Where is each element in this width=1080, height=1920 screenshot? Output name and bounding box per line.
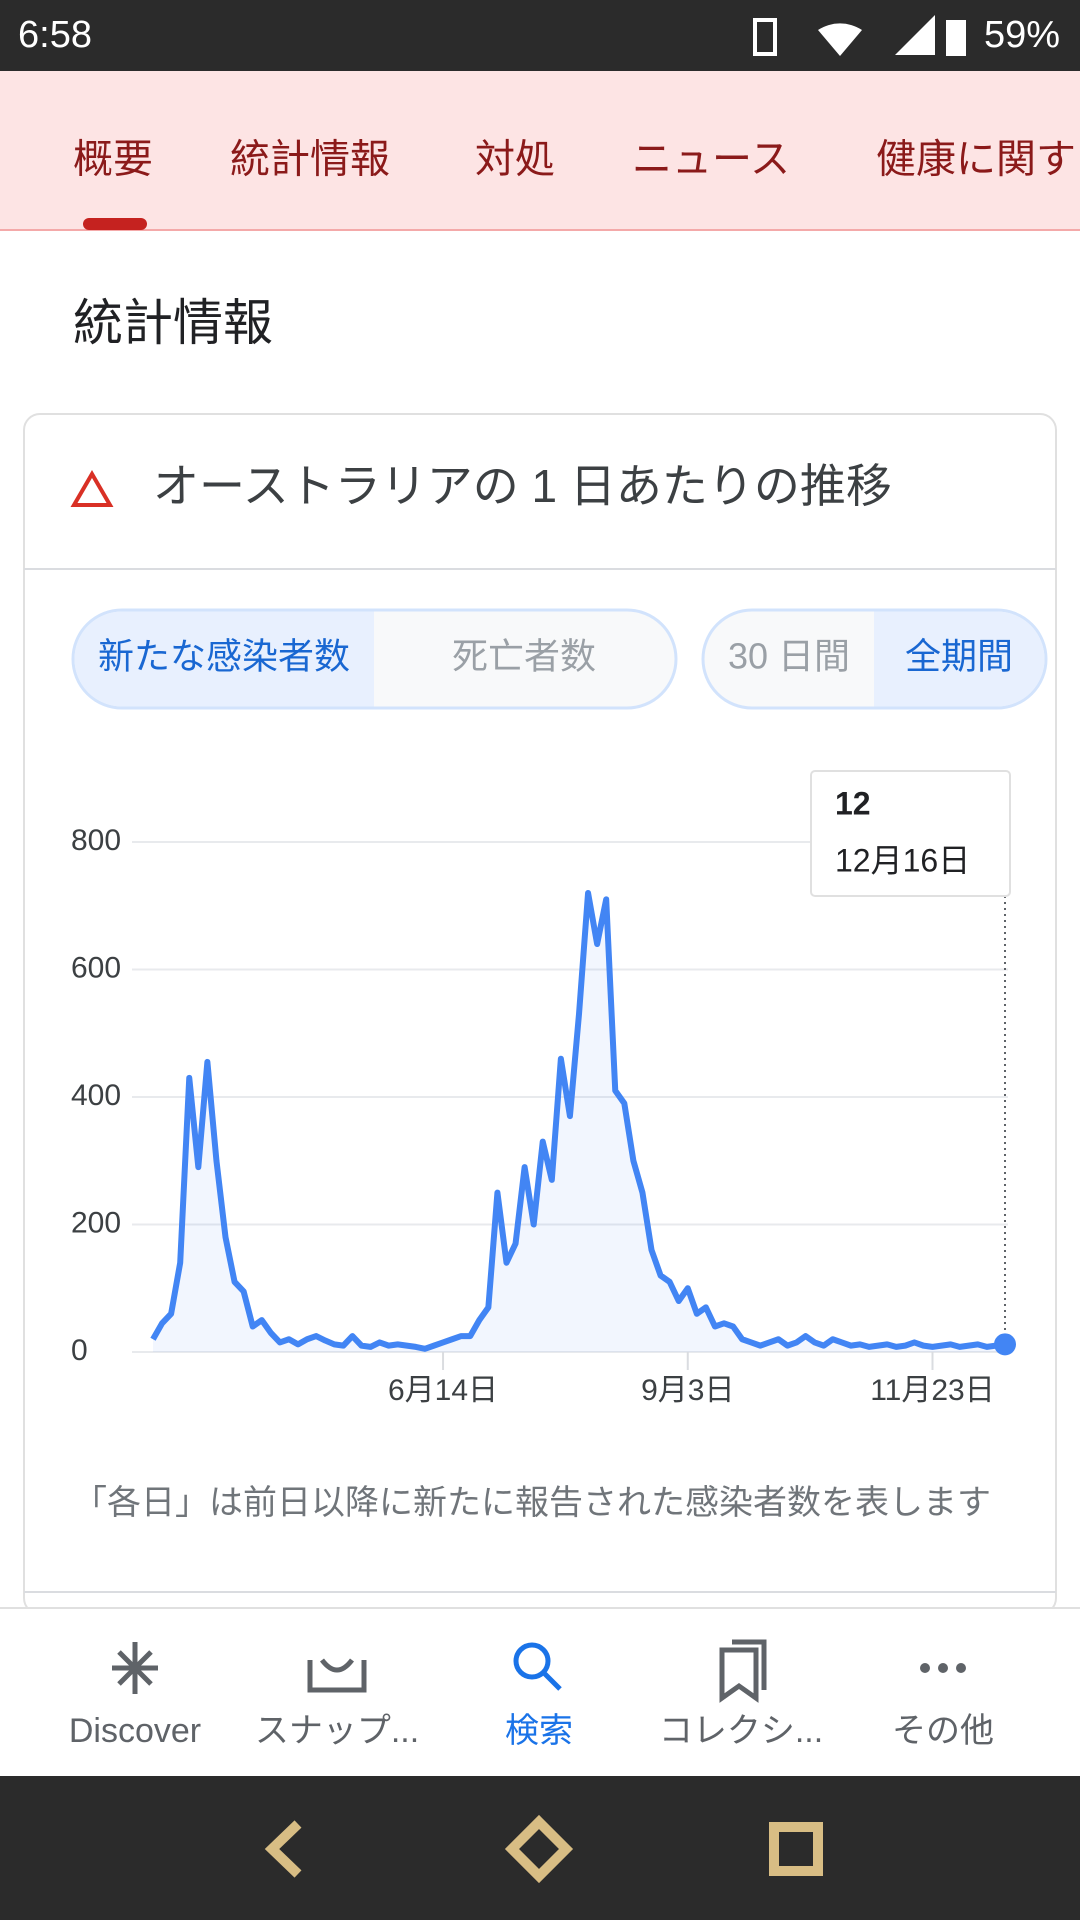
toggle-selected bbox=[74, 611, 374, 707]
toggle-option[interactable]: 30 日間 bbox=[728, 636, 850, 677]
collections-icon bbox=[719, 1639, 767, 1703]
tab[interactable]: 概要 bbox=[73, 138, 153, 182]
toggle-option[interactable]: 新たな感染者数 bbox=[98, 636, 350, 677]
more-icon bbox=[956, 1663, 966, 1673]
search-icon bbox=[542, 1671, 562, 1691]
clock: 6:58 bbox=[18, 14, 92, 56]
system-nav bbox=[0, 1776, 1080, 1920]
tab[interactable]: 健康に関す bbox=[876, 138, 1076, 182]
more-icon bbox=[938, 1663, 948, 1673]
x-tick-label: 9月3日 bbox=[641, 1374, 734, 1407]
card-title: オーストラリアの 1 日あたりの推移 bbox=[153, 460, 892, 512]
tab-indicator bbox=[83, 218, 147, 230]
home-button[interactable] bbox=[504, 1814, 574, 1884]
nav-label[interactable]: コレクシ... bbox=[659, 1712, 823, 1750]
area bbox=[153, 893, 1005, 1352]
tab[interactable]: 対処 bbox=[475, 138, 555, 182]
discover-icon bbox=[112, 1642, 158, 1694]
more-icon bbox=[920, 1663, 930, 1673]
hover-point bbox=[994, 1333, 1016, 1356]
nav-label[interactable]: 検索 bbox=[505, 1712, 573, 1750]
tab[interactable]: ニュース bbox=[632, 138, 790, 182]
toggle-selected bbox=[874, 611, 1045, 707]
y-tick-label: 0 bbox=[71, 1334, 88, 1367]
y-tick-label: 800 bbox=[71, 824, 121, 857]
tooltip-value: 12 bbox=[835, 785, 871, 821]
x-tick-label: 11月23日 bbox=[870, 1374, 995, 1407]
vibrate-icon bbox=[753, 18, 777, 56]
status-bar bbox=[0, 0, 1080, 71]
tab-bar bbox=[0, 71, 1080, 230]
signal-icon bbox=[895, 15, 935, 55]
warning-icon bbox=[70, 470, 114, 507]
tooltip-date: 12月16日 bbox=[835, 842, 970, 878]
wifi-icon bbox=[818, 23, 862, 57]
tab[interactable]: 統計情報 bbox=[230, 138, 390, 182]
back-button[interactable] bbox=[264, 1820, 302, 1878]
snapshot-icon bbox=[307, 1658, 367, 1693]
toggle-option[interactable]: 全期間 bbox=[905, 636, 1013, 677]
tooltip bbox=[810, 770, 1011, 897]
recents-button[interactable] bbox=[769, 1822, 823, 1876]
y-tick-label: 600 bbox=[71, 951, 121, 984]
y-tick-label: 200 bbox=[71, 1206, 121, 1239]
search-icon bbox=[513, 1642, 551, 1680]
card bbox=[23, 413, 1057, 1615]
nav-label[interactable]: Discover bbox=[69, 1712, 201, 1750]
toggle-option[interactable]: 死亡者数 bbox=[452, 636, 596, 677]
bottom-nav bbox=[0, 1608, 1080, 1776]
nav-label[interactable]: スナップ... bbox=[255, 1712, 419, 1750]
section-heading: 統計情報 bbox=[73, 295, 273, 351]
y-tick-label: 400 bbox=[71, 1079, 121, 1112]
x-tick-label: 6月14日 bbox=[388, 1374, 498, 1407]
chart-note: 「各日」は前日以降に新たに報告された感染者数を表します bbox=[73, 1484, 991, 1522]
battery: 59% bbox=[984, 14, 1060, 56]
nav-label[interactable]: その他 bbox=[892, 1712, 994, 1750]
battery-icon bbox=[946, 20, 966, 56]
line bbox=[150, 890, 1006, 1352]
